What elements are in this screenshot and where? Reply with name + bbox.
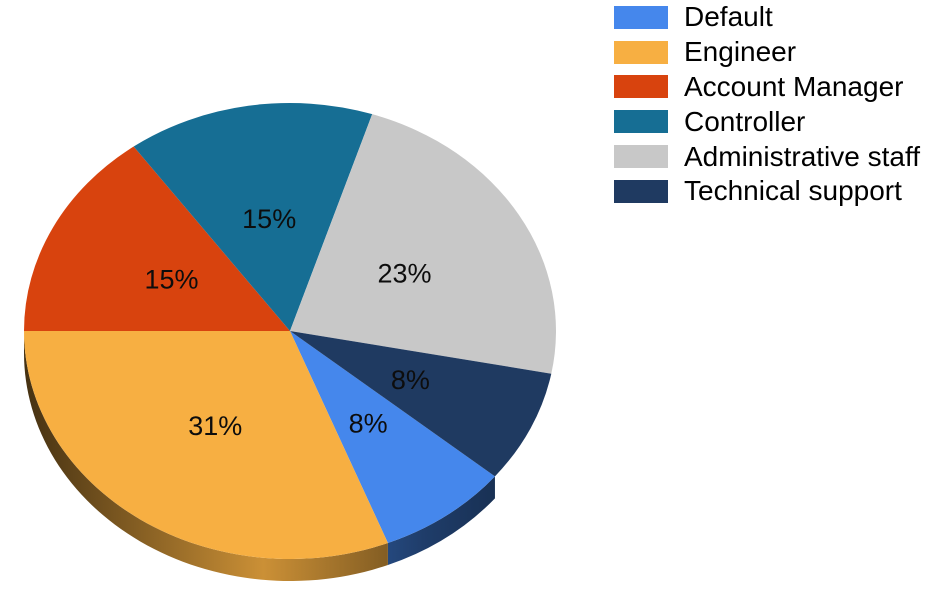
slice-label-account-manager: 15% <box>144 265 198 295</box>
legend-swatch-technical-support <box>614 179 668 203</box>
legend-swatch-account-manager <box>614 75 668 99</box>
chart-legend: Default Engineer Account Manager Controller… <box>614 0 920 209</box>
pie-slice-controller <box>133 102 373 331</box>
pie-slices <box>24 102 556 559</box>
pie-slice-account-manager <box>24 146 290 331</box>
legend-item-default: Default <box>614 0 920 35</box>
legend-label-administrative-staff: Administrative staff <box>684 140 921 172</box>
slice-label-administrative-staff: 23% <box>377 258 431 288</box>
legend-label-technical-support: Technical support <box>684 175 902 207</box>
pie-slice-administrative-staff <box>290 114 556 374</box>
legend-item-technical-support: Technical support <box>614 174 920 209</box>
pie-slice-labels: 8% 31% 15% 15% 23% 8% <box>144 204 431 441</box>
slice-label-engineer: 31% <box>188 411 242 441</box>
legend-swatch-controller <box>614 110 668 134</box>
pie-3d-rim <box>24 331 495 581</box>
pie-slice-default <box>290 331 495 543</box>
legend-swatch-engineer <box>614 40 668 64</box>
legend-label-engineer: Engineer <box>684 36 797 68</box>
legend-item-controller: Controller <box>614 104 920 139</box>
pie-slice-rim-default <box>387 476 495 565</box>
slice-label-technical-support: 8% <box>391 365 430 395</box>
legend-label-account-manager: Account Manager <box>684 70 904 102</box>
slice-label-controller: 15% <box>242 204 296 234</box>
pie-slice-technical-support <box>290 331 552 477</box>
legend-swatch-administrative-staff <box>614 145 668 169</box>
legend-item-account-manager: Account Manager <box>614 70 920 105</box>
legend-label-controller: Controller <box>684 105 806 137</box>
pie-slice-rim-engineer <box>24 331 388 581</box>
legend-item-administrative-staff: Administrative staff <box>614 139 920 174</box>
slice-label-default: 8% <box>349 409 388 439</box>
legend-swatch-default <box>614 5 668 29</box>
legend-item-engineer: Engineer <box>614 35 920 70</box>
legend-label-default: Default <box>684 1 773 33</box>
pie-slice-engineer <box>24 331 388 559</box>
